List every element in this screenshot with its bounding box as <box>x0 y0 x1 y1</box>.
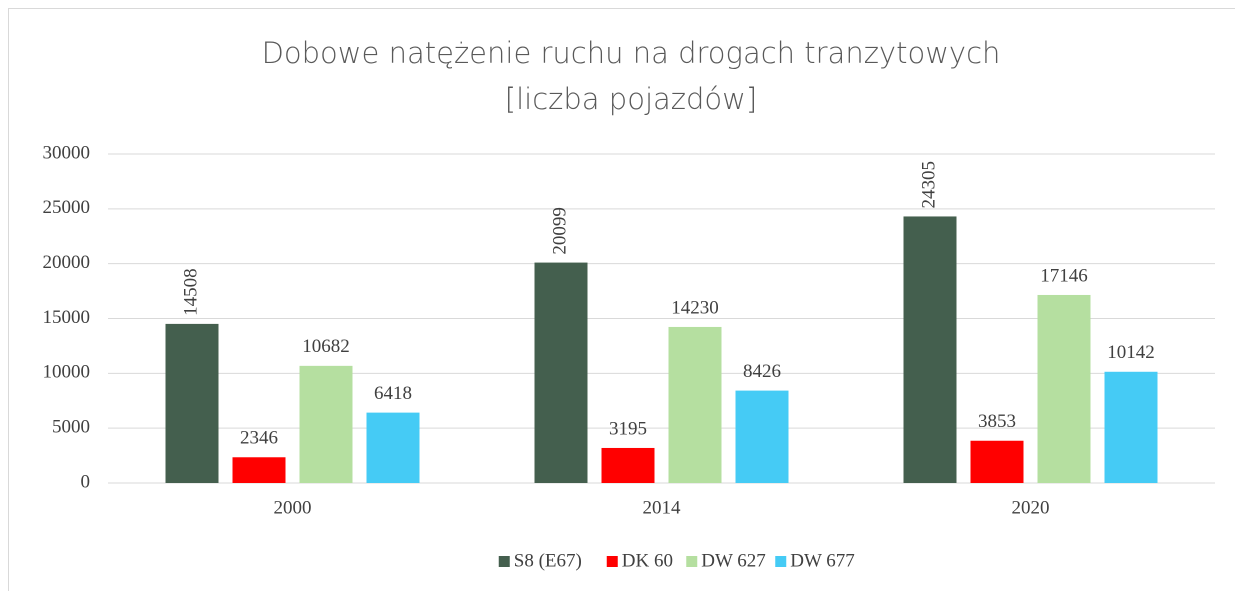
bar <box>668 326 722 483</box>
value-label: 24305 <box>918 161 939 209</box>
value-label: 2346 <box>240 428 278 449</box>
value-label: 6418 <box>374 383 412 404</box>
bar <box>534 262 588 483</box>
y-tick-label: 0 <box>81 471 91 492</box>
bar <box>366 412 420 483</box>
bar <box>232 457 286 483</box>
value-label: 10682 <box>302 336 350 357</box>
value-label: 3853 <box>978 411 1016 432</box>
bar <box>970 440 1024 483</box>
bar <box>903 216 957 483</box>
legend-swatch <box>775 556 787 567</box>
y-tick-label: 25000 <box>43 197 91 218</box>
legend-label: S8 (E67) <box>514 550 582 571</box>
legend-swatch <box>498 556 510 567</box>
bar <box>165 323 219 483</box>
bar <box>1104 371 1158 483</box>
y-tick-label: 30000 <box>43 142 91 163</box>
legend-swatch <box>606 556 618 567</box>
value-label: 14230 <box>671 297 719 318</box>
legend-label: DK 60 <box>622 550 673 571</box>
legend-label: DW 677 <box>790 550 855 571</box>
bar <box>1037 294 1091 483</box>
value-label: 17146 <box>1040 265 1088 286</box>
value-label: 20099 <box>549 207 570 255</box>
x-tick-label: 2000 <box>274 497 312 518</box>
y-tick-label: 10000 <box>43 362 91 383</box>
bar <box>299 365 353 483</box>
y-tick-label: 15000 <box>43 307 91 328</box>
bar <box>735 390 789 483</box>
legend-swatch <box>686 556 698 567</box>
value-label: 3195 <box>609 418 647 439</box>
value-label: 10142 <box>1107 342 1155 363</box>
x-tick-label: 2014 <box>643 497 682 518</box>
y-tick-label: 5000 <box>52 417 90 438</box>
chart-title: [liczba pojazdów] <box>505 82 757 116</box>
chart-border <box>8 8 1235 591</box>
y-tick-label: 20000 <box>43 252 91 273</box>
legend-label: DW 627 <box>701 550 766 571</box>
bar <box>601 447 655 483</box>
chart-title: Dobowe natężenie ruchu na drogach tranzy… <box>262 36 1001 70</box>
value-label: 8426 <box>743 361 781 382</box>
x-tick-label: 2020 <box>1012 497 1050 518</box>
value-label: 14508 <box>180 268 201 316</box>
